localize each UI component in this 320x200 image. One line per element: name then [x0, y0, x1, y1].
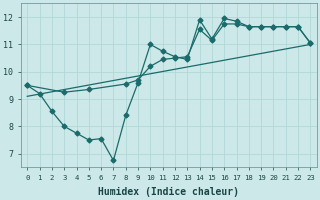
X-axis label: Humidex (Indice chaleur): Humidex (Indice chaleur) — [98, 186, 239, 197]
